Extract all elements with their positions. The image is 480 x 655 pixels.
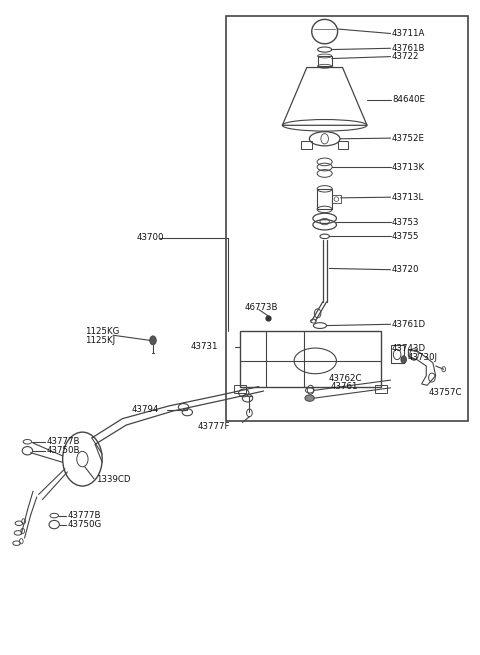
Text: 43777F: 43777F [197, 422, 229, 431]
Text: 1339CD: 1339CD [96, 475, 130, 484]
Text: 46773B: 46773B [245, 303, 278, 312]
Text: 43731: 43731 [191, 343, 218, 351]
Bar [240, 331, 381, 386]
Text: 43761D: 43761D [392, 320, 426, 329]
Text: 43750B: 43750B [46, 446, 80, 455]
Text: 43730J: 43730J [408, 353, 437, 362]
Text: 43711A: 43711A [392, 29, 425, 38]
Text: 43777B: 43777B [67, 511, 101, 520]
Text: 43762C: 43762C [328, 375, 362, 383]
Text: 43757C: 43757C [428, 388, 462, 398]
Text: 43794: 43794 [132, 405, 159, 414]
Bar [234, 385, 246, 393]
Ellipse shape [305, 395, 314, 402]
Text: 43713L: 43713L [392, 193, 424, 202]
Text: 43761: 43761 [331, 382, 358, 391]
Text: 43755: 43755 [392, 232, 420, 241]
Circle shape [150, 336, 156, 345]
Text: 43720: 43720 [392, 265, 420, 274]
Bar [317, 189, 332, 210]
Bar [338, 141, 348, 149]
Bar [332, 195, 341, 203]
Bar [391, 345, 404, 363]
Circle shape [401, 356, 407, 364]
Text: 43713K: 43713K [392, 162, 425, 172]
Text: 43750G: 43750G [67, 520, 102, 529]
Bar [375, 385, 387, 393]
Bar [226, 16, 468, 421]
Bar [301, 141, 312, 149]
Bar [318, 56, 332, 66]
Text: 43700: 43700 [136, 233, 164, 242]
Text: 43743D: 43743D [392, 343, 426, 352]
Text: 43753: 43753 [392, 217, 420, 227]
Text: 1125KJ: 1125KJ [85, 336, 115, 345]
Text: 43752E: 43752E [392, 134, 425, 143]
Text: 43722: 43722 [392, 52, 420, 61]
Text: 43777B: 43777B [46, 438, 80, 446]
Text: 84640E: 84640E [392, 95, 425, 104]
Text: 1125KG: 1125KG [85, 327, 119, 336]
Text: 43761B: 43761B [392, 44, 425, 53]
